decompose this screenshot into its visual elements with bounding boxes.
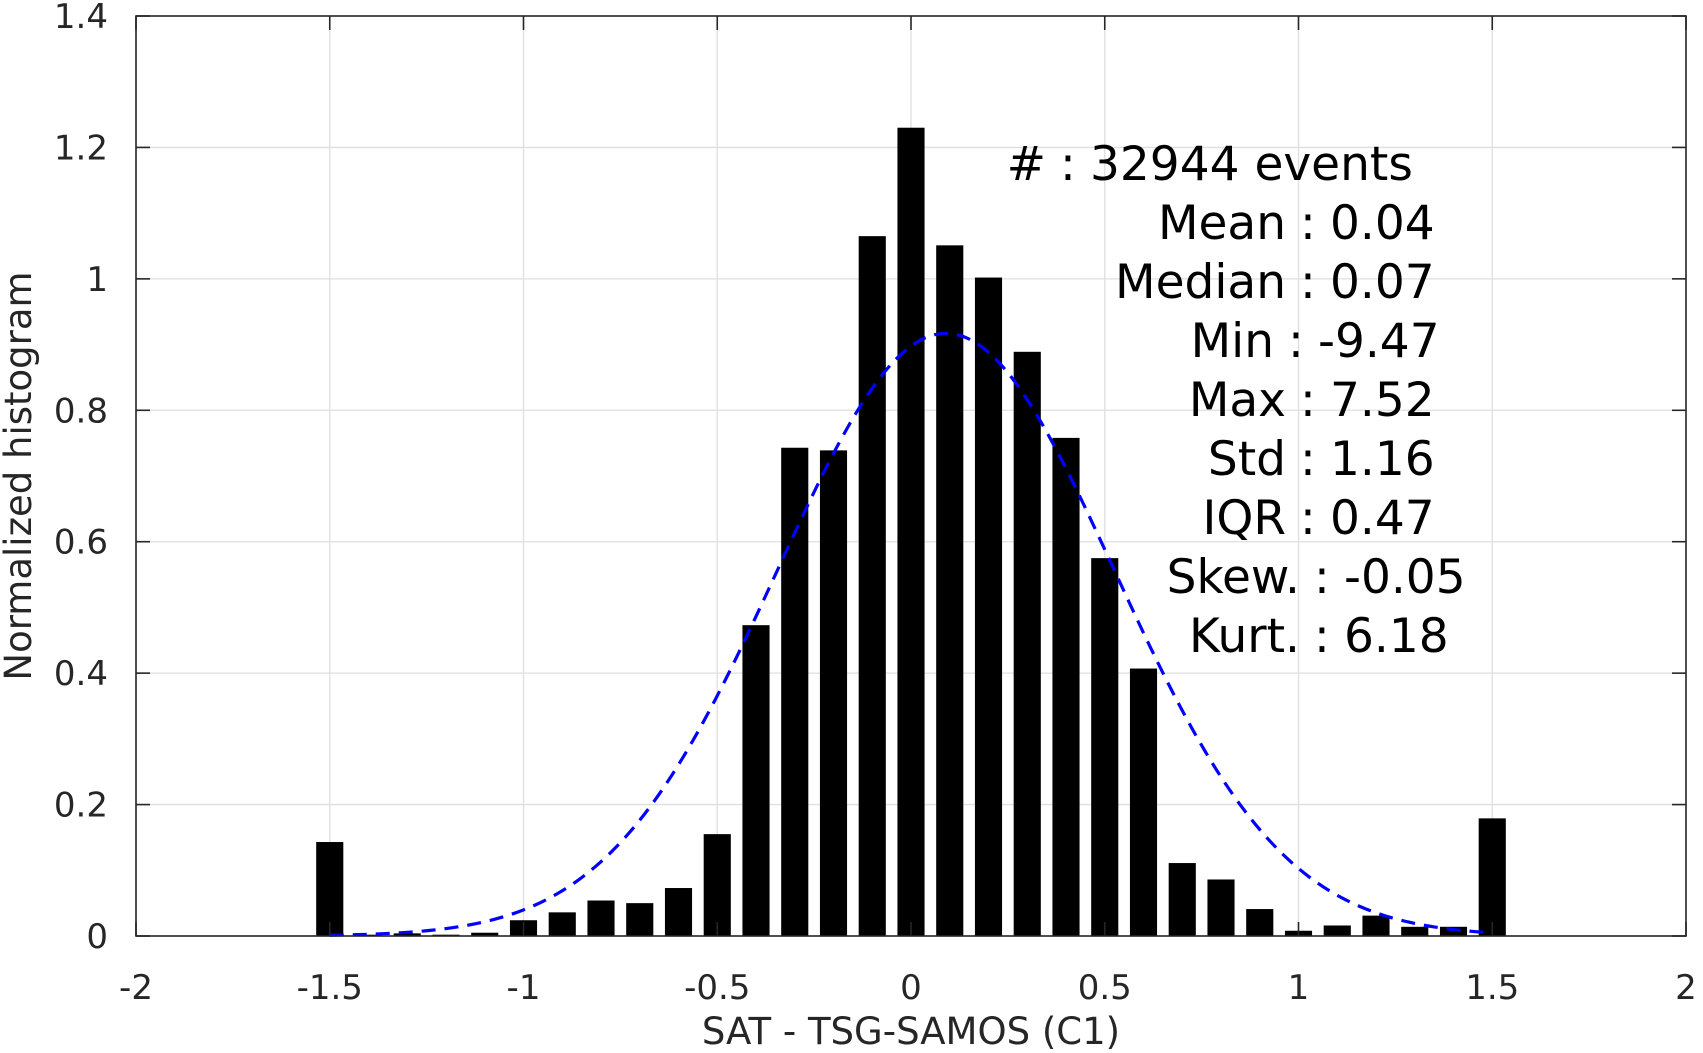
stat-label: Median <box>1115 255 1286 310</box>
x-tick-label: 1 <box>1288 968 1310 1008</box>
histogram-bar <box>1207 879 1235 936</box>
x-tick-label: -1.5 <box>297 968 363 1008</box>
histogram-bar <box>1013 351 1041 936</box>
histogram-bar <box>664 888 693 936</box>
x-tick-label: 2 <box>1675 968 1697 1008</box>
stat-label: Min <box>1191 314 1274 369</box>
stat-separator: : <box>1300 373 1316 428</box>
y-tick-label: 0.4 <box>54 654 108 694</box>
histogram-bar <box>1168 863 1196 936</box>
x-tick-label: -2 <box>119 968 153 1008</box>
stat-value: 32944 events <box>1090 137 1413 192</box>
histogram-bar <box>1323 925 1351 936</box>
histogram-bar <box>1091 558 1119 936</box>
histogram-bar <box>897 127 925 936</box>
stat-value: 0.04 <box>1330 196 1435 251</box>
x-tick-label: 1.5 <box>1465 968 1519 1008</box>
histogram-bar <box>471 932 499 936</box>
y-tick-label: 1 <box>86 260 108 300</box>
histogram-bar <box>1129 668 1158 936</box>
y-tick-label: 0.6 <box>54 523 108 563</box>
histogram-bar <box>393 933 421 936</box>
y-tick-label: 0 <box>86 917 108 957</box>
y-tick-label: 0.8 <box>54 391 108 431</box>
stat-separator: : <box>1314 609 1330 664</box>
stat-value: -0.05 <box>1344 550 1466 605</box>
y-tick-label: 0.2 <box>54 786 108 826</box>
stat-separator: : <box>1288 314 1304 369</box>
normal-fit-curve <box>329 331 1493 937</box>
histogram-bar <box>1052 437 1080 936</box>
histogram-bar <box>626 903 654 936</box>
histogram-bar <box>1246 909 1274 936</box>
x-tick-label: -1 <box>507 968 541 1008</box>
stat-value: 7.52 <box>1330 373 1435 428</box>
histogram-bar <box>974 277 1003 936</box>
y-tick-label: 1.4 <box>54 0 108 37</box>
stat-separator: : <box>1300 432 1316 487</box>
histogram-bar <box>587 900 615 936</box>
stat-label: Std <box>1208 432 1286 487</box>
stat-separator: : <box>1300 255 1316 310</box>
stat-label: Mean <box>1158 196 1286 251</box>
stat-label: IQR <box>1202 491 1286 546</box>
histogram-bar <box>316 842 344 936</box>
stat-value: 0.07 <box>1330 255 1435 310</box>
y-tick-labels: 0 0.2 0.4 0.6 0.8 1 1.2 1.4 <box>54 0 108 957</box>
y-tick-label: 1.2 <box>54 128 108 168</box>
x-tick-label: 0.5 <box>1078 968 1132 1008</box>
stat-separator: : <box>1060 137 1076 192</box>
histogram-bars <box>316 127 1506 937</box>
x-tick-labels: -2 -1.5 -1 -0.5 0 0.5 1 1.5 2 <box>119 968 1697 1008</box>
stat-value: 0.47 <box>1330 491 1435 546</box>
stat-value: -9.47 <box>1318 314 1440 369</box>
stat-value: 6.18 <box>1344 609 1449 664</box>
stat-separator: : <box>1300 491 1316 546</box>
stat-label: Max <box>1189 373 1286 428</box>
histogram-bar <box>1401 926 1429 936</box>
stat-label: Skew. <box>1167 550 1300 605</box>
histogram-bar <box>858 236 886 937</box>
histogram-bar <box>936 245 964 937</box>
histogram-bar <box>1362 915 1390 936</box>
x-tick-label: -0.5 <box>684 968 750 1008</box>
x-tick-label: 0 <box>900 968 922 1008</box>
histogram-bar <box>781 447 809 936</box>
histogram-bar <box>548 912 576 936</box>
histogram-bar <box>703 834 731 936</box>
stat-separator: : <box>1300 196 1316 251</box>
histogram-bar <box>819 450 848 936</box>
stat-label: # <box>1007 137 1046 192</box>
stat-value: 1.16 <box>1330 432 1435 487</box>
stat-label: Kurt. <box>1189 609 1300 664</box>
y-axis-title: Normalized histogram <box>0 271 40 680</box>
stat-separator: : <box>1314 550 1330 605</box>
histogram-bar <box>1439 926 1468 936</box>
histogram-bar <box>1478 818 1506 936</box>
x-axis-title: SAT - TSG-SAMOS (C1) <box>702 1010 1120 1053</box>
axis-ticks <box>135 15 1687 937</box>
histogram-bar <box>742 625 770 936</box>
